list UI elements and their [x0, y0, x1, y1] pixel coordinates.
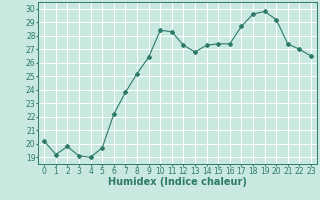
X-axis label: Humidex (Indice chaleur): Humidex (Indice chaleur) — [108, 177, 247, 187]
